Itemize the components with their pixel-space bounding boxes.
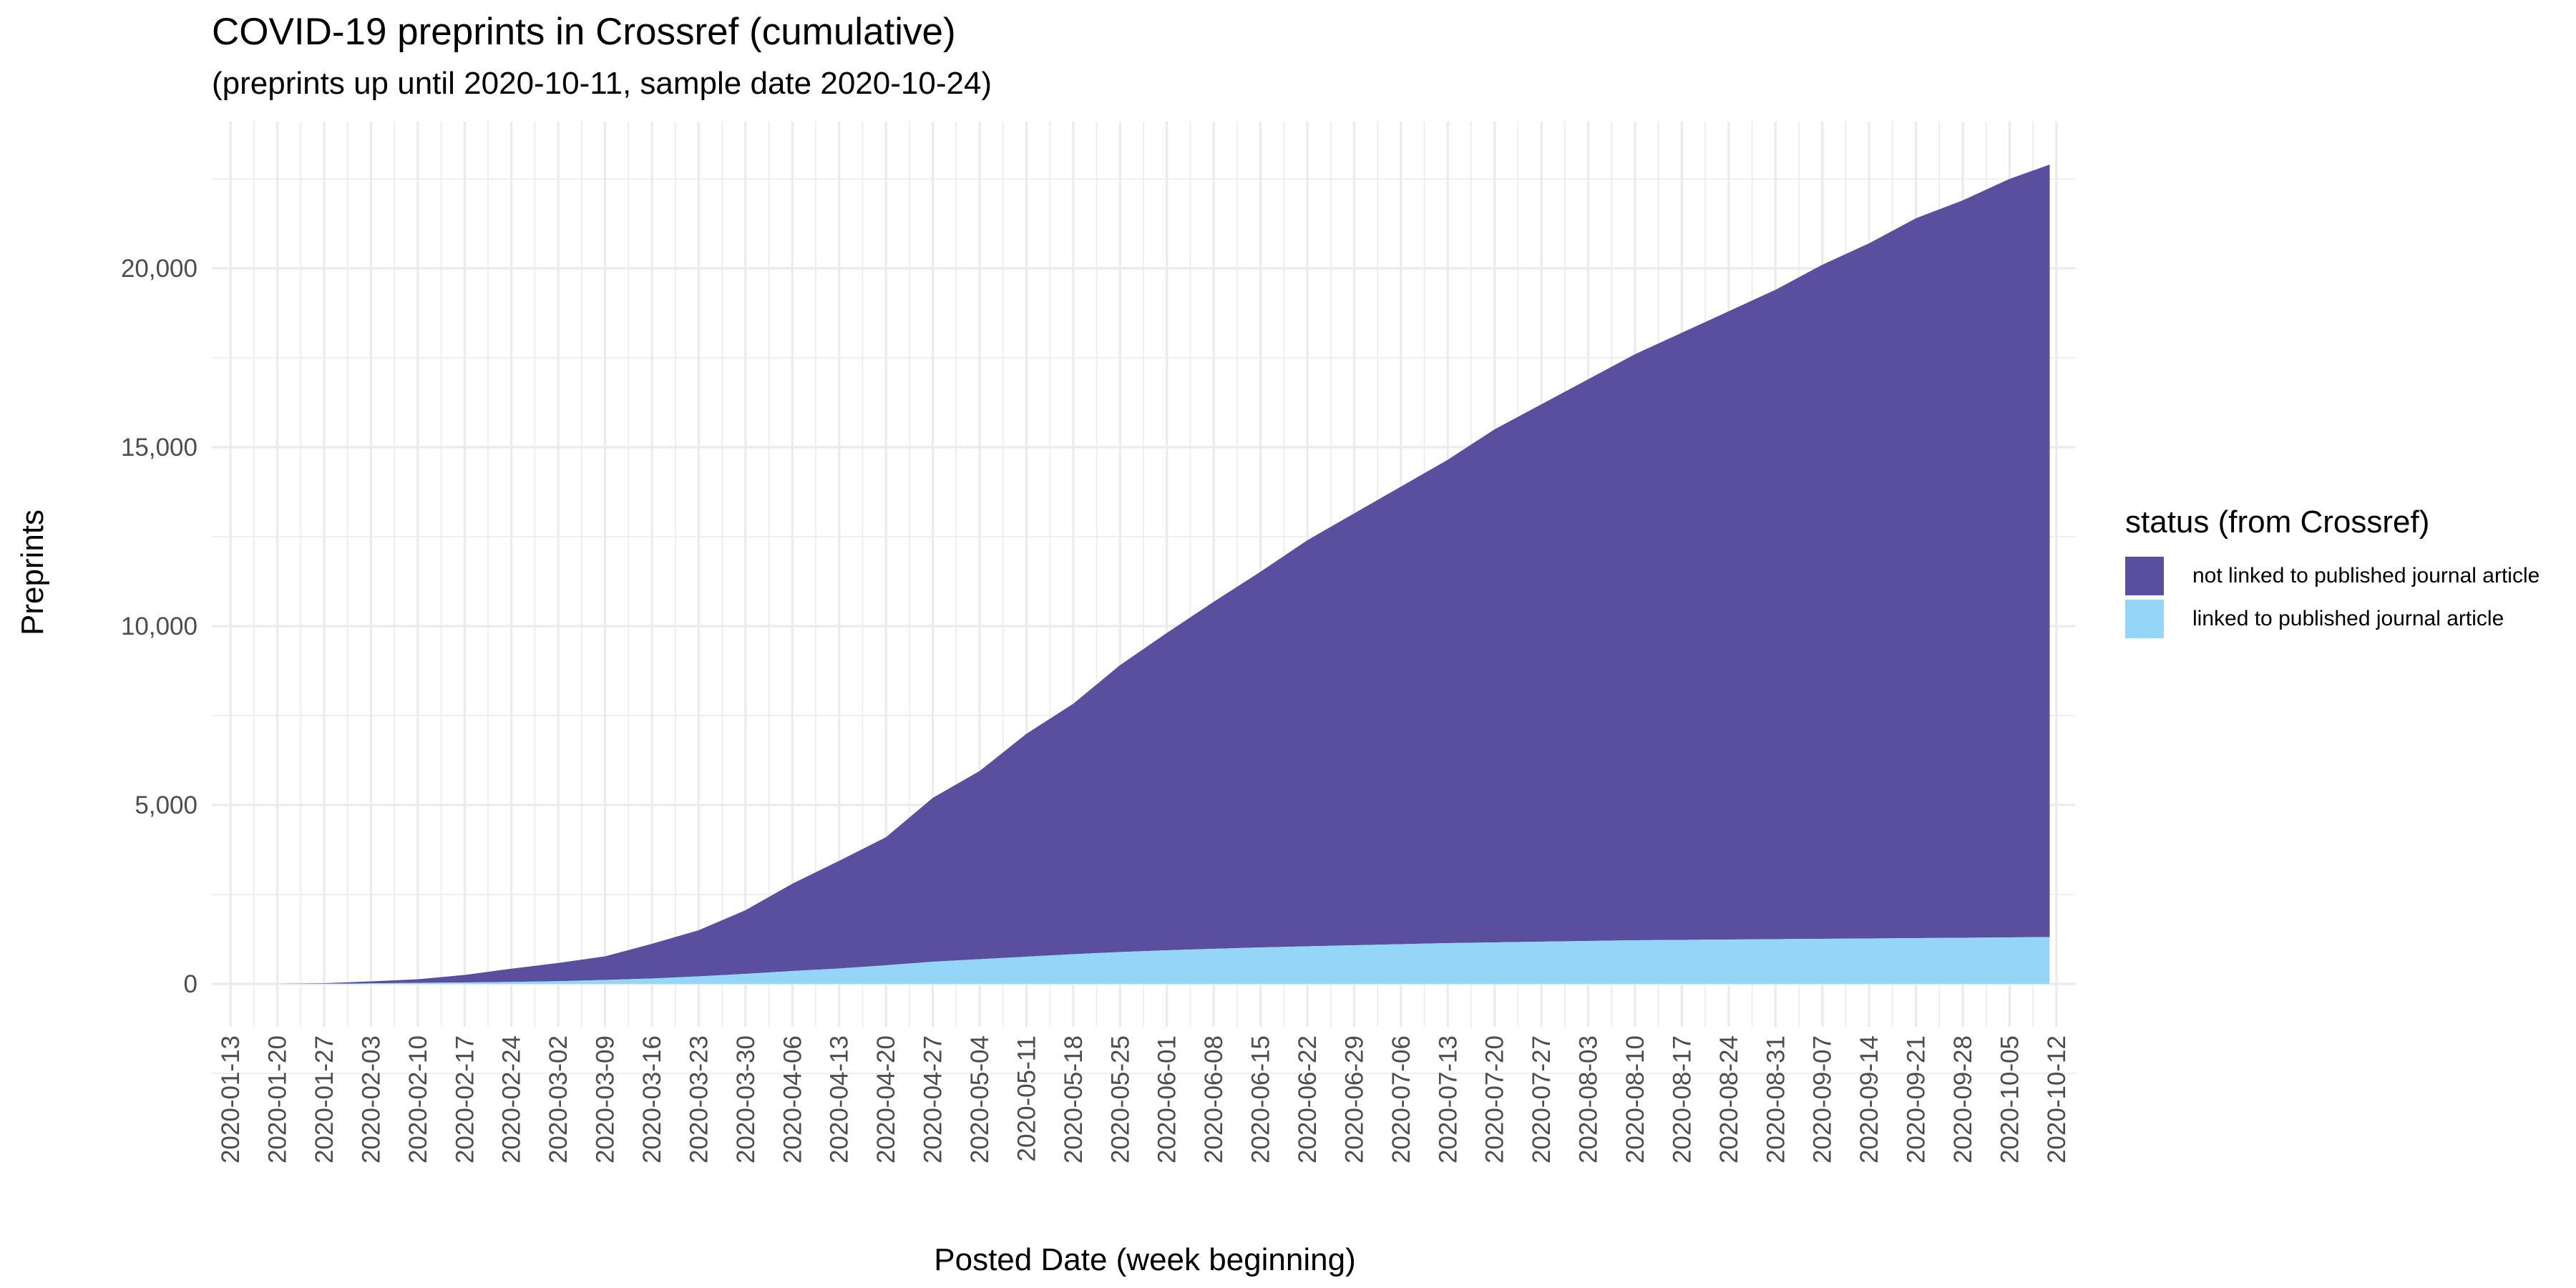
x-axis-label: Posted Date (week beginning) bbox=[934, 1242, 1355, 1277]
x-tick-label: 2020-05-11 bbox=[1013, 1035, 1040, 1161]
x-tick-label: 2020-02-17 bbox=[451, 1035, 479, 1163]
x-tick-label: 2020-07-13 bbox=[1434, 1035, 1462, 1163]
x-tick-label: 2020-08-10 bbox=[1621, 1035, 1649, 1163]
x-tick-label: 2020-03-30 bbox=[732, 1035, 760, 1163]
x-tick-label: 2020-05-04 bbox=[966, 1035, 994, 1163]
x-tick-label: 2020-10-12 bbox=[2043, 1035, 2071, 1163]
x-tick-label: 2020-09-14 bbox=[1855, 1035, 1883, 1163]
x-tick-label: 2020-05-25 bbox=[1106, 1035, 1134, 1163]
y-tick-label: 15,000 bbox=[121, 434, 197, 462]
legend-item-not-linked: not linked to published journal article bbox=[2125, 555, 2540, 597]
y-axis-label: Preprints bbox=[15, 509, 50, 635]
y-tick-label: 5,000 bbox=[135, 791, 197, 819]
legend-swatch-not-linked bbox=[2125, 557, 2164, 595]
x-tick-label: 2020-08-31 bbox=[1762, 1035, 1790, 1163]
legend-item-linked: linked to published journal article bbox=[2125, 597, 2540, 640]
x-tick-label: 2020-02-24 bbox=[498, 1035, 526, 1163]
x-tick-label: 2020-07-20 bbox=[1481, 1035, 1509, 1163]
area-not-linked bbox=[230, 165, 2049, 984]
y-tick-label: 10,000 bbox=[121, 613, 197, 640]
x-tick-label: 2020-04-27 bbox=[919, 1035, 947, 1163]
x-tick-label: 2020-08-24 bbox=[1715, 1035, 1743, 1163]
x-tick-label: 2020-04-06 bbox=[779, 1035, 806, 1163]
x-tick-label: 2020-04-13 bbox=[826, 1035, 854, 1163]
y-tick-label: 20,000 bbox=[121, 255, 197, 283]
x-tick-label: 2020-03-23 bbox=[685, 1035, 713, 1163]
x-tick-label: 2020-02-10 bbox=[404, 1035, 432, 1163]
x-tick-label: 2020-03-16 bbox=[638, 1035, 666, 1163]
x-tick-label: 2020-09-07 bbox=[1809, 1035, 1837, 1163]
x-tick-label: 2020-04-20 bbox=[872, 1035, 900, 1163]
x-tick-label: 2020-06-29 bbox=[1340, 1035, 1368, 1163]
x-tick-label: 2020-08-03 bbox=[1575, 1035, 1603, 1163]
legend-swatch-linked bbox=[2125, 600, 2164, 638]
x-tick-label: 2020-03-09 bbox=[592, 1035, 620, 1163]
x-tick-label: 2020-10-05 bbox=[1996, 1035, 2024, 1163]
x-tick-label: 2020-01-20 bbox=[264, 1035, 292, 1163]
x-tick-label: 2020-05-18 bbox=[1060, 1035, 1088, 1163]
x-tick-label: 2020-08-17 bbox=[1668, 1035, 1696, 1163]
y-tick-label: 0 bbox=[184, 970, 197, 998]
x-tick-label: 2020-06-08 bbox=[1200, 1035, 1228, 1163]
legend: status (from Crossref) not linked to pub… bbox=[2125, 504, 2540, 640]
area-series bbox=[230, 165, 2049, 984]
x-tick-labels: 2020-01-13 2020-01-20 2020-01-27 2020-02-03… bbox=[217, 1035, 2071, 1163]
x-tick-label: 2020-06-22 bbox=[1294, 1035, 1322, 1163]
x-tick-label: 2020-01-27 bbox=[311, 1035, 338, 1163]
x-tick-label: 2020-06-01 bbox=[1153, 1035, 1181, 1163]
legend-label-not-linked: not linked to published journal article bbox=[2192, 564, 2540, 588]
legend-title: status (from Crossref) bbox=[2125, 504, 2540, 540]
x-tick-label: 2020-02-03 bbox=[357, 1035, 385, 1163]
legend-label-linked: linked to published journal article bbox=[2192, 607, 2504, 631]
y-tick-labels: 0 5,000 10,000 15,000 20,000 bbox=[121, 255, 197, 998]
x-tick-label: 2020-09-21 bbox=[1903, 1035, 1931, 1163]
x-tick-label: 2020-07-27 bbox=[1528, 1035, 1556, 1163]
x-tick-label: 2020-03-02 bbox=[545, 1035, 572, 1163]
x-tick-label: 2020-06-15 bbox=[1247, 1035, 1275, 1163]
x-tick-label: 2020-09-28 bbox=[1949, 1035, 1977, 1163]
x-tick-label: 2020-01-13 bbox=[217, 1035, 245, 1163]
x-tick-label: 2020-07-06 bbox=[1387, 1035, 1415, 1163]
